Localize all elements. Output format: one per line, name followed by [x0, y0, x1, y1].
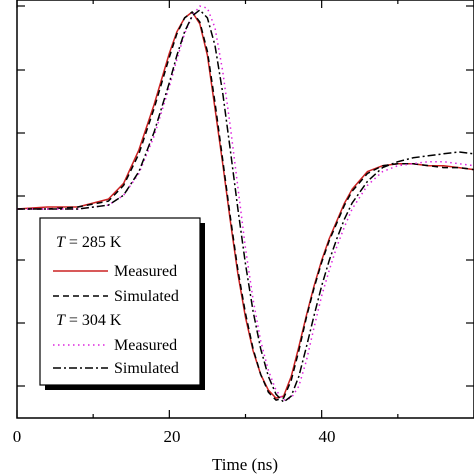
legend-heading-var: T	[56, 312, 66, 329]
legend-entry-label: Measured	[114, 263, 177, 280]
legend-heading-value: = 285 K	[65, 234, 122, 251]
series-layer	[16, 5, 474, 403]
series-line-285k-simulated	[17, 11, 474, 401]
legend-heading-var: T	[56, 234, 66, 251]
series-line-304k-simulated	[17, 9, 474, 403]
legend: T = 285 K Measured Simulated T = 304 K M…	[39, 217, 205, 390]
legend-heading-value: = 304 K	[65, 312, 122, 329]
legend-group-heading: T = 285 K	[56, 234, 122, 251]
legend-entry-label: Simulated	[114, 288, 179, 305]
legend-entry-label: Measured	[114, 337, 177, 354]
x-tick-label: 20	[164, 427, 181, 446]
x-tick-label: 0	[13, 427, 22, 446]
axis-ticks	[16, 0, 474, 418]
x-axis-label: Time (ns)	[212, 455, 278, 474]
legend-entry-label: Simulated	[114, 360, 179, 377]
legend-box	[39, 217, 201, 386]
x-tick-label: 40	[319, 427, 336, 446]
x-tick-labels: 0 20 40	[13, 427, 336, 446]
legend-group-heading: T = 304 K	[56, 312, 122, 329]
series-line-304k-measured	[17, 5, 474, 401]
